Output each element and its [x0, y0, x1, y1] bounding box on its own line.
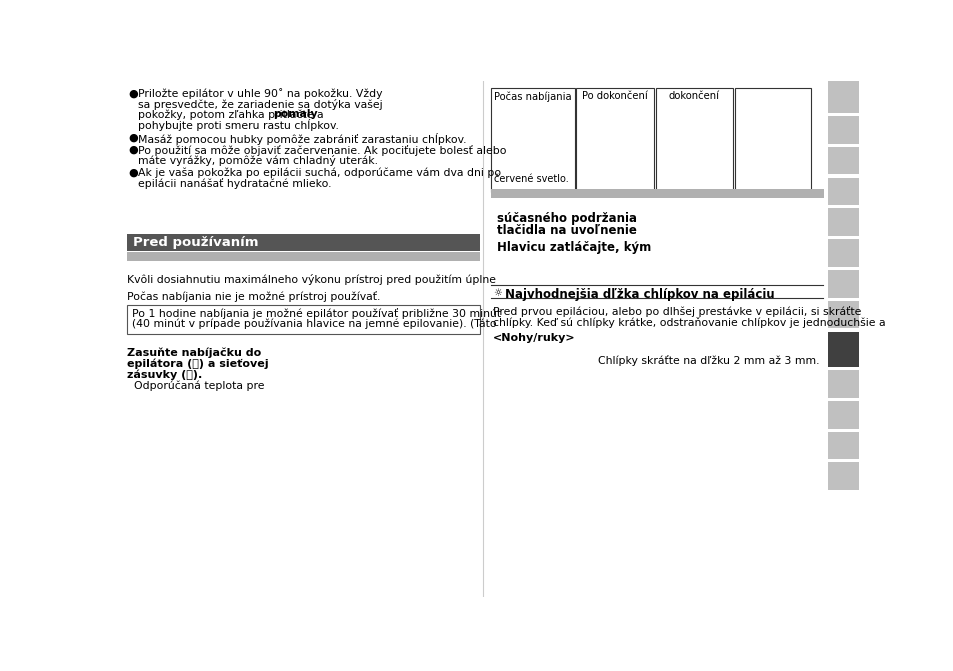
Bar — [827, 239, 858, 267]
Text: Po 1 hodine nabíjania je možné epilátor používať približne 30 minút: Po 1 hodine nabíjania je možné epilátor … — [132, 309, 500, 319]
Bar — [827, 401, 858, 429]
Bar — [127, 305, 479, 334]
Bar — [491, 189, 823, 199]
Bar — [827, 301, 858, 329]
Text: Odporúčaná teplota pre: Odporúčaná teplota pre — [127, 380, 264, 391]
Bar — [127, 234, 479, 251]
Bar — [827, 208, 858, 236]
Text: súčasného podržania: súčasného podržania — [497, 212, 637, 225]
Text: červené svetlo.: červené svetlo. — [494, 174, 569, 185]
Text: epilácii nanášať hydratačné mlieko.: epilácii nanášať hydratačné mlieko. — [137, 178, 331, 189]
Text: Hlavicu zatláčajte, kým: Hlavicu zatláčajte, kým — [497, 241, 651, 254]
Bar — [491, 88, 575, 192]
Bar — [655, 88, 732, 192]
Text: Ak je vaša pokožka po epilácii suchá, odporúčame vám dva dni po: Ak je vaša pokožka po epilácii suchá, od… — [137, 167, 500, 178]
Bar — [827, 147, 858, 174]
Text: ●: ● — [129, 167, 138, 177]
Text: pohybujte proti smeru rastu chĺpkov.: pohybujte proti smeru rastu chĺpkov. — [137, 119, 338, 132]
Bar — [127, 252, 479, 262]
Text: chlípky. Keď sú chlípky krátke, odstraňovanie chlípkov je jednoduchšie a: chlípky. Keď sú chlípky krátke, odstraňo… — [493, 317, 884, 327]
Text: ●: ● — [129, 133, 138, 143]
Text: Počas nabíjania: Počas nabíjania — [494, 91, 571, 102]
Bar — [827, 370, 858, 398]
Text: Zasuňte nabíjačku do: Zasuňte nabíjačku do — [127, 348, 261, 358]
Text: Počas nabíjania nie je možné prístroj používať.: Počas nabíjania nie je možné prístroj po… — [127, 291, 380, 302]
Text: pomaly: pomaly — [273, 109, 317, 119]
Bar — [827, 270, 858, 298]
Text: dokončení: dokončení — [668, 91, 720, 101]
Bar — [827, 178, 858, 205]
Text: ●: ● — [129, 145, 138, 155]
Bar — [734, 88, 810, 192]
Bar — [827, 81, 858, 113]
Text: Najvhodnejšia dľžka chlípkov na epiláciu: Najvhodnejšia dľžka chlípkov na epiláciu — [505, 288, 774, 301]
Bar — [827, 116, 858, 144]
Text: Masáž pomocou hubky pomôže zabrániť zarastaniu chĺpkov.: Masáž pomocou hubky pomôže zabrániť zara… — [137, 133, 466, 145]
Bar — [827, 431, 858, 460]
Text: pokožky, potom zľahka pritlačte a: pokožky, potom zľahka pritlačte a — [137, 109, 327, 119]
Text: zásuvky (ⓑ).: zásuvky (ⓑ). — [127, 369, 202, 380]
Text: <Nohy/ruky>: <Nohy/ruky> — [493, 333, 575, 344]
Text: máte vyrážky, pomôže vám chladný uterák.: máte vyrážky, pomôže vám chladný uterák. — [137, 155, 377, 166]
Text: Po použití sa môže objaviť začervenanie. Ak pociťujete bolesť alebo: Po použití sa môže objaviť začervenanie.… — [137, 145, 506, 156]
Text: (40 minút v prípade používania hlavice na jemné epilovanie). (Táto: (40 minút v prípade používania hlavice n… — [132, 319, 496, 329]
Bar — [827, 462, 858, 490]
Text: ●: ● — [129, 88, 138, 98]
Bar — [827, 331, 858, 367]
Bar — [576, 88, 654, 192]
Text: Kvôli dosiahnutiu maximálneho výkonu prístroj pred použitím úplne: Kvôli dosiahnutiu maximálneho výkonu prí… — [127, 274, 496, 285]
Text: sa presvedčte, že zariadenie sa dotýka vašej: sa presvedčte, že zariadenie sa dotýka v… — [137, 99, 382, 109]
Text: ☼: ☼ — [493, 288, 501, 298]
Text: Priložte epilátor v uhle 90˚ na pokožku. Vždy: Priložte epilátor v uhle 90˚ na pokožku.… — [137, 88, 382, 99]
Text: epilátora (ⓐ) a sieťovej: epilátora (ⓐ) a sieťovej — [127, 358, 269, 369]
Text: Po dokončení: Po dokončení — [581, 91, 647, 101]
Text: Pred používaním: Pred používaním — [133, 236, 258, 249]
Text: Chlípky skráťte na dľžku 2 mm až 3 mm.: Chlípky skráťte na dľžku 2 mm až 3 mm. — [598, 355, 819, 366]
Text: Pred prvou epiláciou, alebo po dlhšej prestávke v epilácii, si skráťte: Pred prvou epiláciou, alebo po dlhšej pr… — [493, 306, 861, 317]
Text: tlačidla na uvoľnenie: tlačidla na uvoľnenie — [497, 223, 637, 237]
